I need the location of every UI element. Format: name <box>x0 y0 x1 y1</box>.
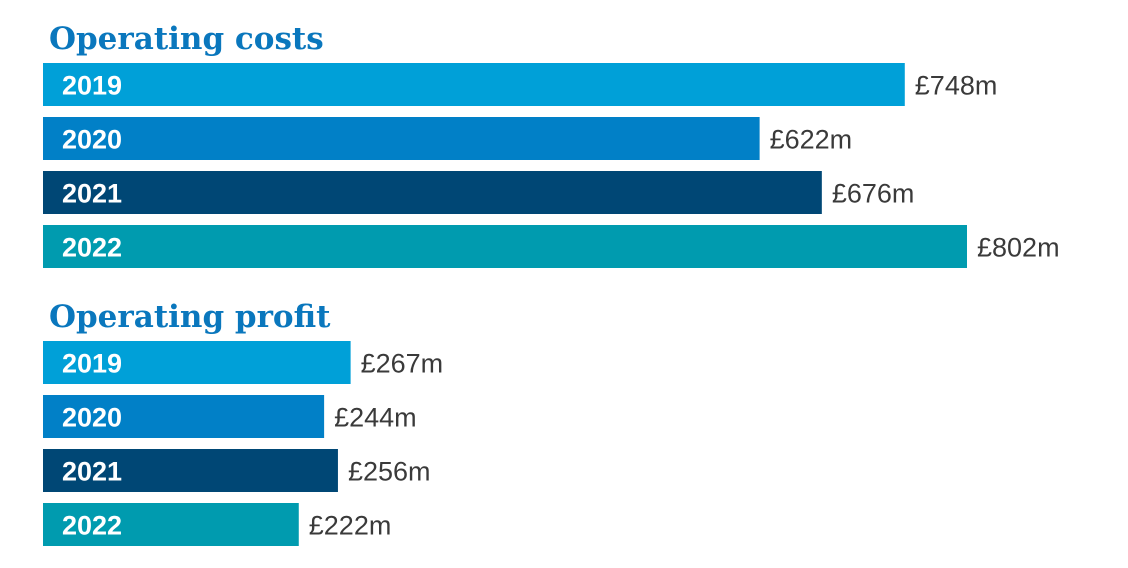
operating-costs-bar-2022 <box>43 225 967 268</box>
operating-costs-category-label-2021: 2021 <box>62 179 122 209</box>
operating-costs-bar-2019 <box>43 63 905 106</box>
operating-profit-value-label-2019: £267m <box>361 349 444 379</box>
operating-costs-title: Operating costs <box>49 21 324 57</box>
operating-costs-category-label-2020: 2020 <box>62 125 122 155</box>
operating-profit-category-label-2022: 2022 <box>62 511 122 541</box>
operating-costs-value-label-2019: £748m <box>915 71 998 101</box>
operating-profit-bar-2022 <box>43 503 299 546</box>
operating-costs-value-label-2021: £676m <box>832 179 915 209</box>
operating-costs-category-label-2022: 2022 <box>62 233 122 263</box>
operating-costs-panel: Operating costs 2019 £748m 2020 £622m 2021 £6… <box>43 21 1060 268</box>
operating-profit-category-label-2020: 2020 <box>62 403 122 433</box>
operating-profit-bar-2021 <box>43 449 338 492</box>
operating-costs-bar-2020 <box>43 117 760 160</box>
operating-profit-category-label-2021: 2021 <box>62 457 122 487</box>
operating-profit-category-label-2019: 2019 <box>62 349 122 379</box>
operating-costs-value-label-2020: £622m <box>770 125 853 155</box>
operating-profit-bar-2020 <box>43 395 325 438</box>
operating-profit-title: Operating profit <box>49 299 331 335</box>
operating-profit-value-label-2021: £256m <box>348 457 431 487</box>
operating-profit-bars: 2019 £267m 2020 £244m 2021 £256m 2022 £222m <box>43 341 443 546</box>
operating-profit-panel: Operating profit 2019 £267m 2020 £244m 2021 £… <box>43 299 443 546</box>
operating-costs-value-label-2022: £802m <box>977 233 1060 263</box>
operating-profit-bar-2019 <box>43 341 351 384</box>
operating-profit-value-label-2020: £244m <box>334 403 417 433</box>
operating-costs-bars: 2019 £748m 2020 £622m 2021 £676m 2022 £802m <box>43 63 1060 268</box>
operating-costs-category-label-2019: 2019 <box>62 71 122 101</box>
operating-costs-bar-2021 <box>43 171 822 214</box>
operating-profit-value-label-2022: £222m <box>309 511 392 541</box>
